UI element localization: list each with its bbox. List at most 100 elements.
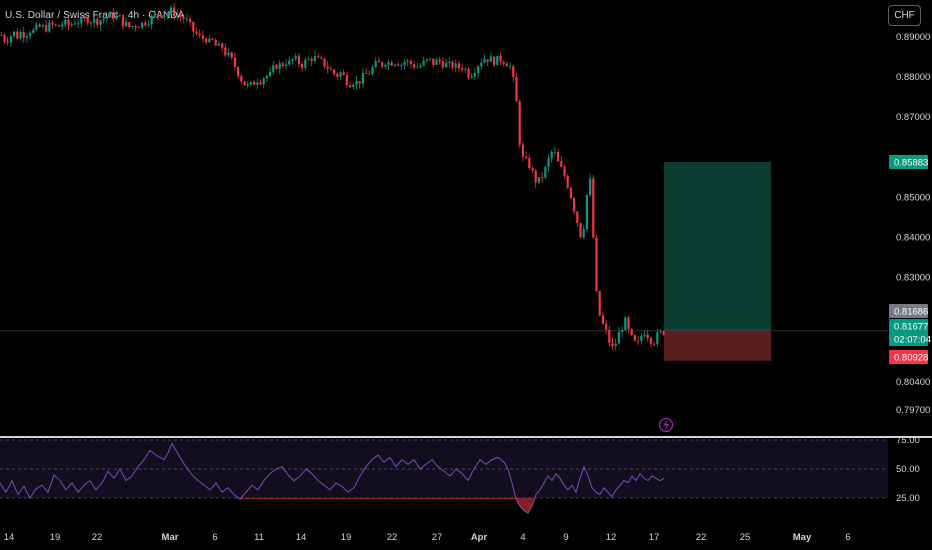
date-tick-label: 27 (432, 532, 443, 543)
candle-body (13, 31, 16, 37)
candle-body (157, 13, 160, 15)
candle-body (211, 38, 214, 40)
candle-body (441, 61, 444, 68)
candle-body (630, 328, 633, 335)
candle-body (105, 17, 108, 19)
date-tick-label: 19 (50, 532, 61, 543)
candle-body (451, 61, 454, 68)
candle-body (355, 81, 358, 85)
candle-body (541, 177, 544, 178)
price-tick-label: 0.83000 (896, 273, 930, 284)
currency-button[interactable]: CHF (888, 5, 921, 26)
candle-body (653, 343, 656, 345)
date-tick-label: Mar (162, 532, 179, 543)
candle-body (246, 84, 249, 86)
candle-body (387, 62, 390, 65)
candle-body (429, 58, 432, 60)
candle-body (377, 60, 380, 63)
candle-body (544, 167, 547, 178)
rsi-level-label: 75.00 (896, 435, 920, 446)
candle-body (585, 194, 588, 230)
candle-body (381, 62, 384, 67)
date-tick-label: 25 (740, 532, 751, 543)
price-badge (889, 350, 928, 364)
candle-body (192, 21, 195, 32)
candle-body (73, 23, 76, 25)
candle-body (617, 331, 620, 344)
candle-body (22, 32, 25, 38)
candle-body (115, 15, 118, 19)
candle-body (99, 20, 102, 25)
candle-body (153, 13, 156, 16)
candle-body (230, 52, 233, 58)
candle-body (217, 43, 220, 46)
candle-body (368, 73, 371, 75)
candle-body (269, 72, 272, 76)
candle-body (96, 18, 99, 25)
candle-body (365, 73, 368, 74)
candle-body (240, 76, 243, 82)
price-tick-label: 0.80400 (896, 377, 930, 388)
price-badge-label: 0.81677 (894, 322, 928, 333)
candle-body (342, 72, 345, 75)
candle-body (272, 65, 275, 73)
candle-body (307, 58, 310, 60)
candle-body (57, 25, 60, 27)
candle-body (278, 63, 281, 69)
candle-body (77, 23, 80, 25)
candle-body (262, 78, 265, 85)
candle-body (326, 66, 329, 69)
candle-body (547, 157, 550, 168)
price-badge (889, 155, 928, 170)
candle-body (54, 24, 57, 26)
candle-body (320, 57, 323, 59)
candle-body (601, 315, 604, 324)
candle-body (182, 16, 185, 19)
candle-body (198, 33, 201, 36)
candle-body (93, 18, 96, 23)
candle-body (512, 66, 515, 78)
candle-body (6, 41, 9, 43)
candle-body (329, 68, 332, 70)
candle-body (253, 81, 256, 85)
price-tick-label: 0.87000 (896, 112, 930, 123)
date-tick-label: May (793, 532, 812, 543)
date-tick-label: 14 (296, 532, 307, 543)
candle-body (470, 76, 473, 78)
candle-body (237, 67, 240, 77)
candle-body (621, 330, 624, 332)
candle-body (147, 24, 150, 26)
candle-body (29, 32, 32, 37)
candle-body (374, 60, 377, 67)
candle-body (35, 24, 38, 30)
candle-body (201, 35, 204, 39)
candle-body (128, 21, 131, 28)
candle-body (275, 65, 278, 69)
candle-body (19, 32, 22, 39)
candle-body (361, 73, 364, 84)
candle-body (589, 178, 592, 195)
price-badge-label: 0.81686 (894, 307, 928, 318)
candle-body (592, 178, 595, 238)
date-tick-label: 6 (845, 532, 850, 543)
candle-body (150, 15, 153, 25)
price-tick-label: 0.79700 (896, 405, 930, 416)
candle-body (291, 59, 294, 61)
candle-body (83, 17, 86, 19)
position-loss-zone (664, 330, 771, 361)
rsi-level-label: 25.00 (896, 493, 920, 504)
candle-body (640, 336, 643, 341)
candle-body (259, 82, 262, 85)
candle-body (109, 12, 112, 18)
candle-body (605, 323, 608, 330)
candle-body (358, 81, 361, 84)
candle-body (256, 82, 259, 85)
candle-body (3, 35, 6, 42)
candle-body (208, 38, 211, 43)
candle-body (560, 161, 563, 167)
candle-body (173, 7, 176, 17)
candle-body (185, 18, 188, 20)
candle-body (227, 52, 230, 56)
candle-body (176, 14, 179, 17)
